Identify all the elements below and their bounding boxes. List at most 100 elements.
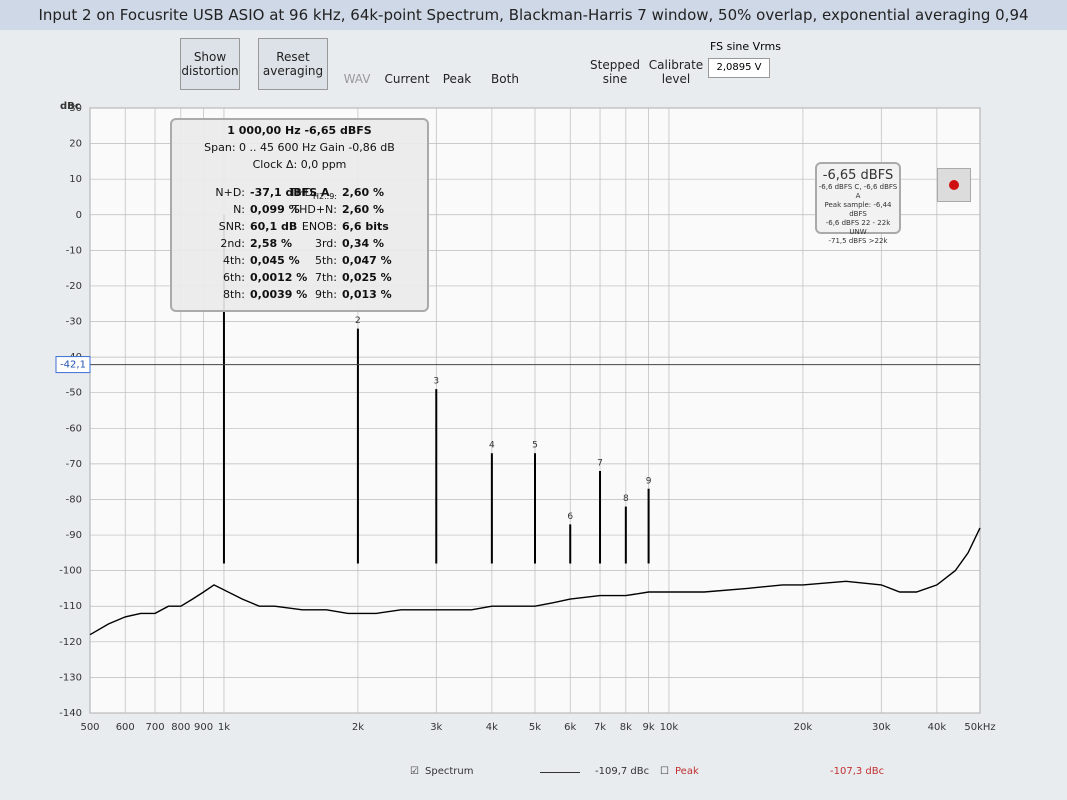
x-tick-label: 30k <box>872 722 891 733</box>
stats-span: Span: 0 .. 45 600 Hz Gain -0,86 dB <box>204 141 395 154</box>
x-tick-label: 600 <box>116 722 135 733</box>
legend-check[interactable]: ☑ <box>410 766 419 777</box>
peak-label: 8 <box>623 494 629 504</box>
record-icon <box>949 180 959 190</box>
level-main: -6,65 dBFS <box>822 168 894 183</box>
fs-value[interactable]: 2,0895 V <box>708 58 770 78</box>
y-tick-label: -100 <box>59 566 82 577</box>
stat-label: 8th: <box>223 288 245 301</box>
peak-label: 2 <box>355 316 361 326</box>
x-tick-label: 10k <box>660 722 679 733</box>
x-tick-label: 4k <box>486 722 498 733</box>
stat-value: 0,099 % <box>250 203 300 216</box>
stat-label: 3rd: <box>314 237 337 250</box>
peak-label: 4 <box>489 441 495 451</box>
stat-label: ENOB: <box>301 220 337 233</box>
x-tick-label: 40k <box>928 722 947 733</box>
stat-value: 60,1 dB <box>250 220 298 233</box>
stat-value: 6,6 bits <box>342 220 389 233</box>
level-line: -6,6 dBFS C, -6,6 dBFS A <box>818 183 898 200</box>
stat-label: THD+N: <box>292 203 337 216</box>
peak-label: 5 <box>532 441 538 451</box>
x-tick-label: 20k <box>794 722 813 733</box>
level-line: -71,5 dBFS >22k <box>828 237 888 245</box>
stat-value: 0,047 % <box>342 254 392 267</box>
footer: ☑ Spectrum -109,7 dBc ☐ Peak -107,3 dBc <box>100 762 980 784</box>
stats-panel: 1 000,00 Hz -6,65 dBFS Span: 0 .. 45 600… <box>170 118 429 312</box>
legend-label: Spectrum <box>425 766 474 777</box>
stat-label: 5th: <box>315 254 337 267</box>
x-tick-label: 9k <box>643 722 655 733</box>
x-tick-label: 50kHz <box>964 722 995 733</box>
button[interactable]: Calibrate level <box>648 58 704 86</box>
peak-label: 6 <box>567 512 573 522</box>
stat-value: 0,0012 % <box>250 271 308 284</box>
y-tick-label: -50 <box>66 388 82 399</box>
x-tick-label: 6k <box>564 722 576 733</box>
x-tick-label: 500 <box>80 722 99 733</box>
level-line: -6,6 dBFS 22 - 22k UNW <box>825 219 891 236</box>
stats-clock: Clock Δ: 0,0 ppm <box>252 158 347 171</box>
level-meter: -6,65 dBFS -6,6 dBFS C, -6,6 dBFS A Peak … <box>815 162 901 245</box>
y-tick-label: 30 <box>69 103 82 114</box>
y-tick-label: -130 <box>59 672 82 683</box>
stat-label: THDH2..9: <box>290 186 337 201</box>
stat-value: 2,60 % <box>342 186 384 199</box>
stat-label: N+D: <box>215 186 245 199</box>
y-tick-label: 0 <box>76 210 82 221</box>
button[interactable]: Current <box>384 72 430 86</box>
x-tick-label: 1k <box>218 722 230 733</box>
stat-label: THD <box>289 186 314 199</box>
y-tick-label: -20 <box>66 281 82 292</box>
button[interactable]: Both <box>491 72 519 86</box>
y-tick-label: -120 <box>59 637 82 648</box>
y-tick-label: -110 <box>59 601 82 612</box>
stat-label: 7th: <box>315 271 337 284</box>
record-button[interactable] <box>937 168 971 202</box>
stat-label: SNR: <box>218 220 245 233</box>
peak-label: 9 <box>646 476 652 486</box>
footer-value: -107,3 dBc <box>830 766 885 777</box>
x-tick-label: 8k <box>620 722 632 733</box>
fs-label: FS sine Vrms <box>710 40 781 53</box>
stat-label: 2nd: <box>220 237 245 250</box>
x-tick-label: 7k <box>594 722 606 733</box>
y-tick-label: -70 <box>66 459 82 470</box>
button[interactable]: Peak <box>442 72 472 86</box>
cursor-label: -42,1 <box>60 360 86 371</box>
window-title: Input 2 on Focusrite USB ASIO at 96 kHz,… <box>0 0 1067 30</box>
level-line: Peak sample: -6,44 dBFS <box>824 201 892 218</box>
x-tick-label: 800 <box>171 722 190 733</box>
peak-label: 7 <box>597 459 603 469</box>
y-axis-label: dBc <box>60 101 81 112</box>
stat-label: 6th: <box>223 271 245 284</box>
button[interactable]: WAV <box>343 72 371 86</box>
button[interactable]: Reset averaging <box>258 38 328 90</box>
stat-value: 0,025 % <box>342 271 392 284</box>
peak-check[interactable]: ☐ <box>660 766 669 777</box>
stat-sub: H2..9: <box>313 192 337 202</box>
y-tick-label: -30 <box>66 317 82 328</box>
stat-label: 9th: <box>315 288 337 301</box>
y-tick-label: 20 <box>69 139 82 150</box>
legend-line <box>540 772 580 773</box>
peak-label: Peak <box>675 766 699 777</box>
stat-value: 0,013 % <box>342 288 392 301</box>
button[interactable]: Show distortion <box>180 38 240 90</box>
x-tick-label: 2k <box>352 722 364 733</box>
stat-value: 0,0039 % <box>250 288 308 301</box>
y-tick-label: -80 <box>66 494 82 505</box>
stat-label: 4th: <box>223 254 245 267</box>
stat-value: 2,60 % <box>342 203 384 216</box>
noise-floor <box>89 527 981 636</box>
button[interactable]: Stepped sine <box>590 58 640 86</box>
x-tick-label: 900 <box>194 722 213 733</box>
x-tick-label: 5k <box>529 722 541 733</box>
y-tick-label: -10 <box>66 245 82 256</box>
stat-value: 0,34 % <box>342 237 384 250</box>
stat-value: 2,58 % <box>250 237 292 250</box>
x-tick-label: 700 <box>145 722 164 733</box>
peak-label: 3 <box>433 377 439 387</box>
stat-value: -37,1 dBFS A <box>250 186 330 199</box>
